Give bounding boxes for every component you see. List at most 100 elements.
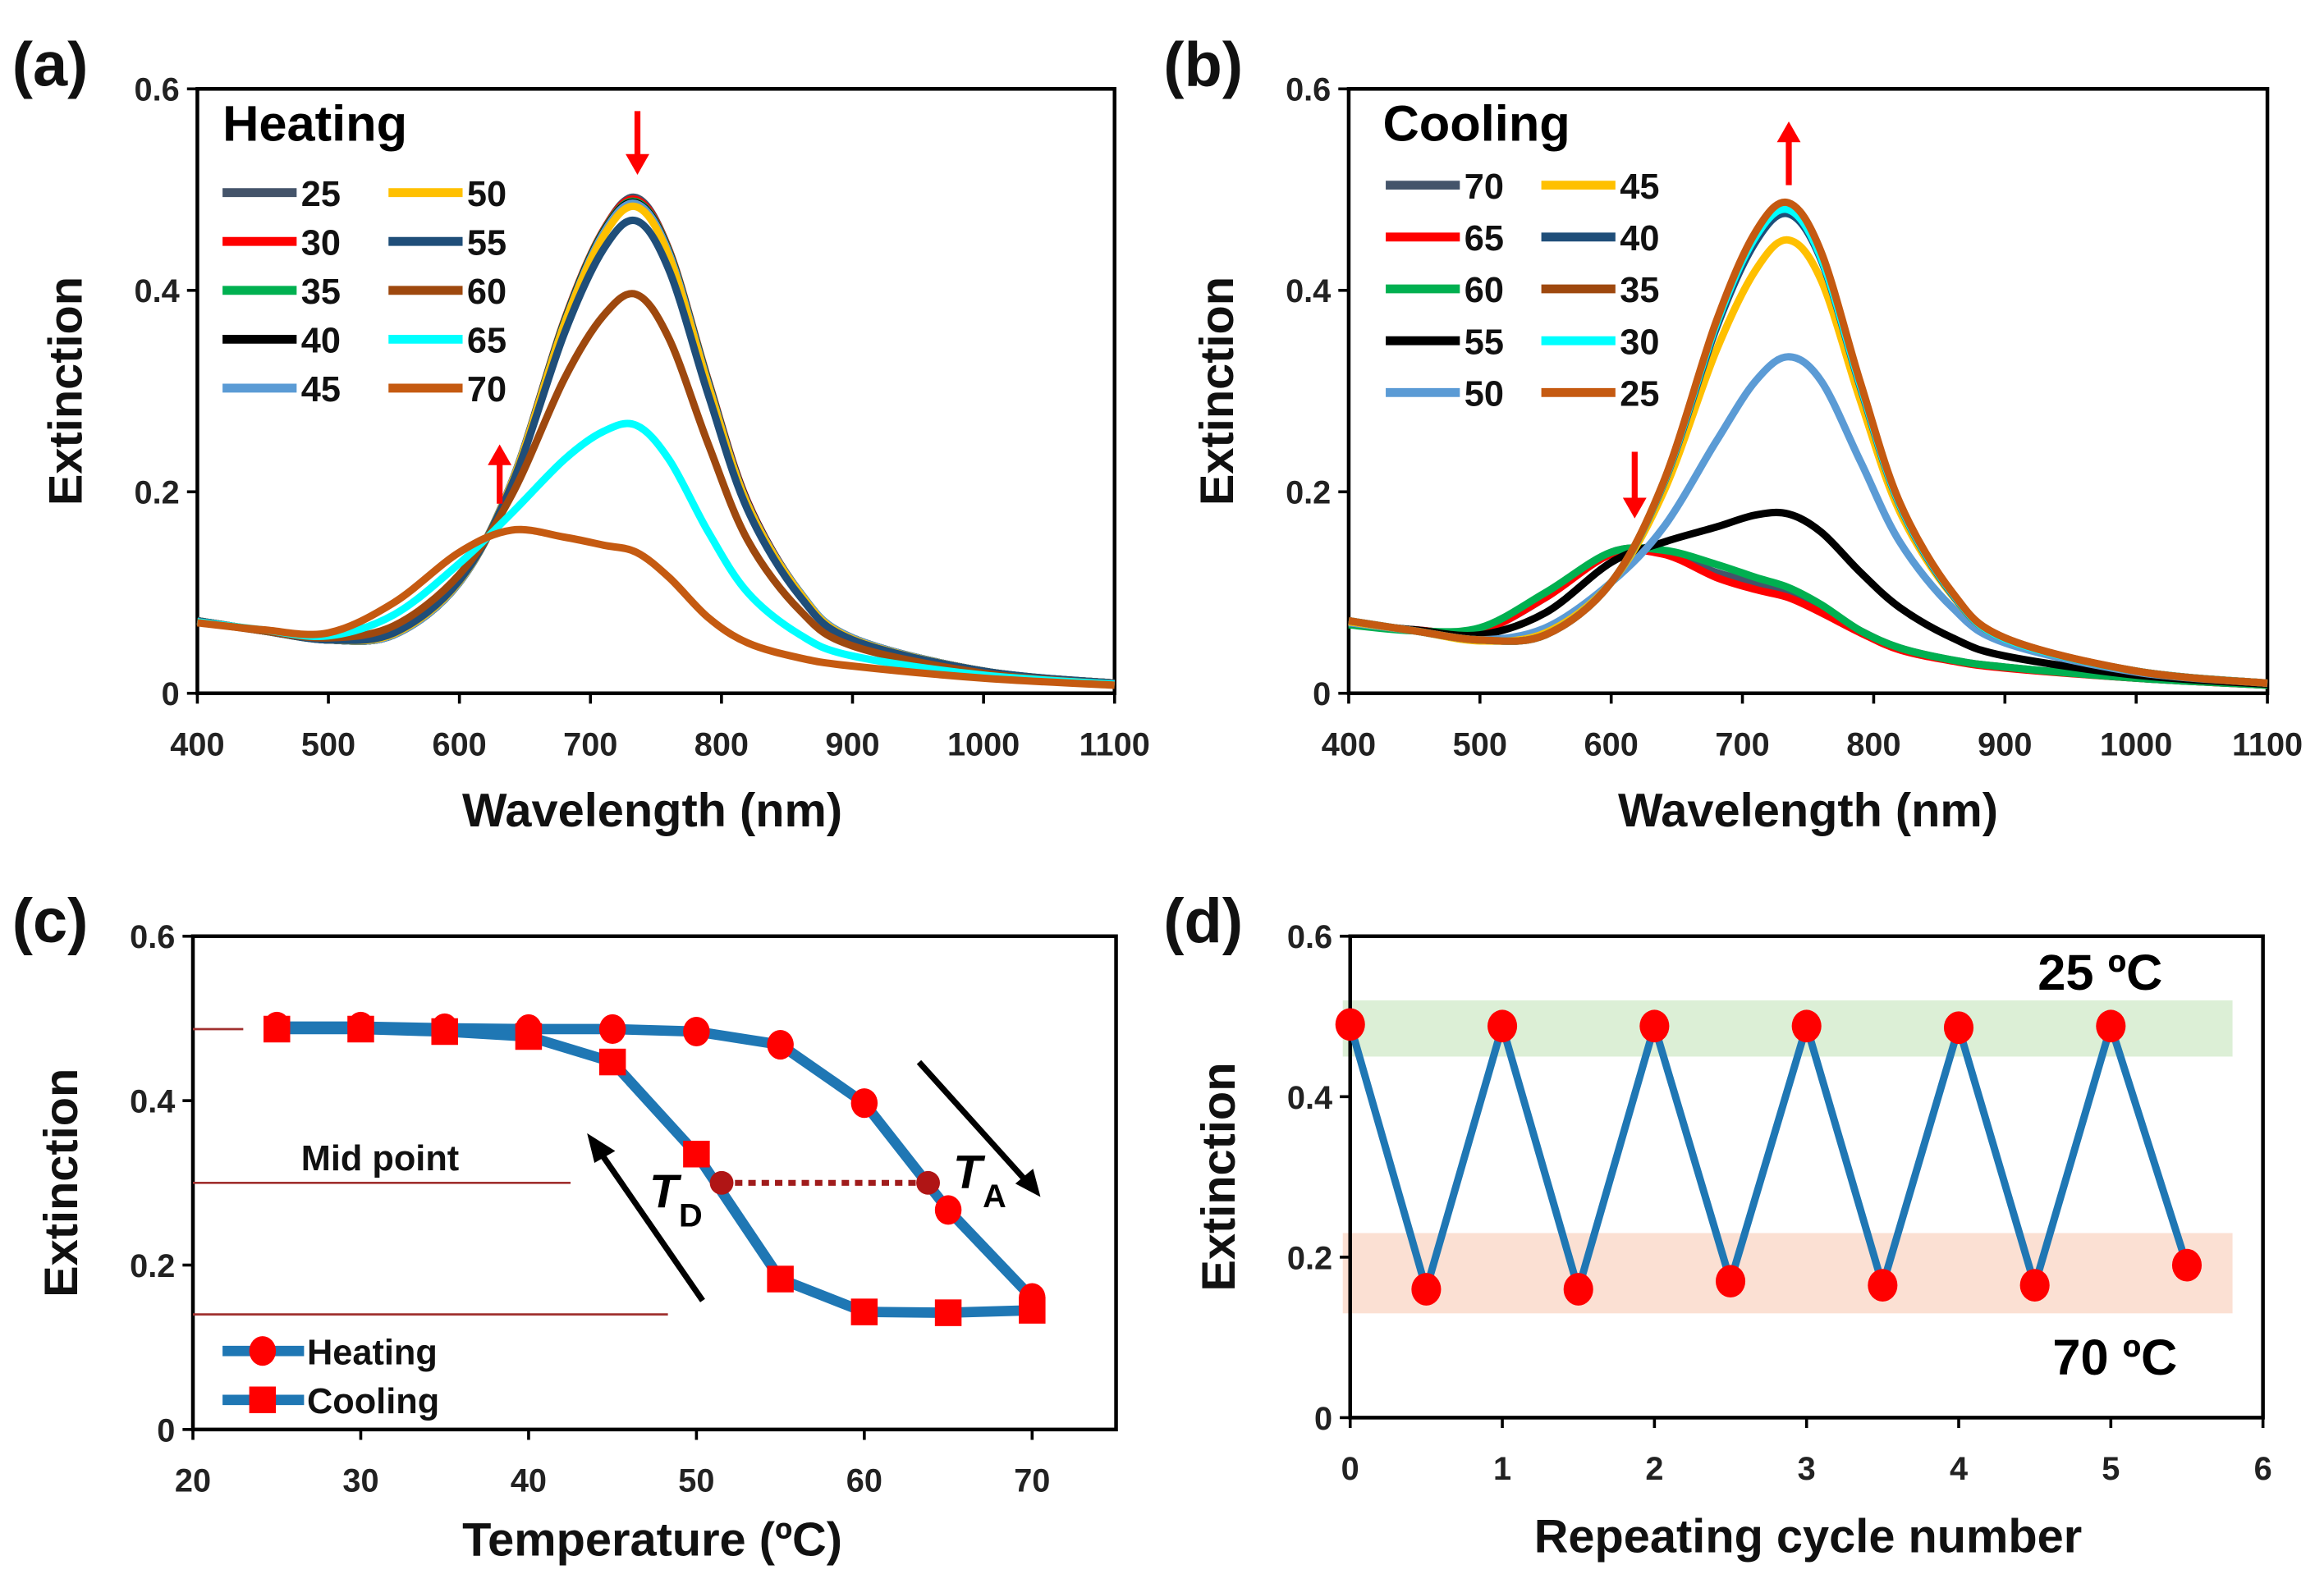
x-tick-label: 700 [563, 727, 617, 763]
y-axis-title: Extinction [35, 1069, 88, 1297]
x-tick-label: 30 [342, 1463, 378, 1499]
arrow-down-icon-head [1622, 497, 1647, 519]
x-tick-label: 900 [825, 727, 879, 763]
series-line-60 [196, 290, 1116, 689]
panel-a: 400 500 600 700 800 900 1000 1100 0 0.2 0.4 0.6 Wave… [12, 30, 1150, 838]
x-tick-label: 700 [1715, 727, 1769, 763]
legend-label-45: 45 [301, 370, 341, 410]
cooling-marker [263, 1015, 291, 1043]
legend-label-60: 60 [467, 272, 507, 312]
x-tick-label: 1100 [1079, 727, 1150, 763]
y-axis-title: Extinction [1193, 1063, 1245, 1292]
ta-point [916, 1170, 940, 1195]
y-tick-label: 0.4 [1287, 1080, 1332, 1116]
legend-label-30: 30 [1620, 323, 1659, 362]
x-tick-label: 400 [1322, 727, 1376, 763]
cooling-marker [1019, 1297, 1046, 1324]
cycle-marker [1943, 1011, 1974, 1045]
panel-label: (c) [12, 886, 89, 956]
band-1 [1342, 1233, 2233, 1314]
cycle-marker [1639, 1009, 1670, 1043]
ta-subscript: A [983, 1178, 1006, 1215]
cycle-marker [1335, 1008, 1365, 1041]
plot-frame [1346, 87, 2270, 696]
cooling-arrow-icon [598, 1151, 705, 1302]
y-tick-label: 0 [157, 1412, 175, 1448]
heating-marker [850, 1088, 878, 1119]
arrow-up-icon-head [1776, 121, 1801, 143]
legend-label-55: 55 [467, 223, 507, 263]
heating-marker [598, 1014, 626, 1045]
x-tick-label: 1000 [2100, 727, 2172, 763]
legend-label-65: 65 [1465, 219, 1504, 259]
legend-label-25: 25 [301, 175, 341, 214]
x-tick-label: 2 [1645, 1451, 1663, 1487]
y-tick-label: 0.6 [1287, 919, 1332, 955]
td-label: T [649, 1165, 682, 1218]
x-tick-label: 400 [170, 727, 224, 763]
y-axis-title: Extinction [1191, 277, 1244, 506]
series-line-60 [1348, 544, 2268, 689]
legend-label-40: 40 [1620, 219, 1659, 259]
cooling-marker [683, 1141, 710, 1168]
x-tick-label: 6 [2254, 1451, 2272, 1487]
cycle-marker [2171, 1248, 2203, 1282]
x-tick-label: 500 [301, 727, 355, 763]
x-tick-label: 50 [678, 1463, 714, 1499]
y-tick-label: 0.2 [1287, 1240, 1332, 1276]
ta-label: T [953, 1146, 986, 1199]
band-label-25C: 25 ºC [2038, 945, 2162, 1001]
td-subscript: D [679, 1198, 703, 1234]
series-line-70 [1348, 544, 2268, 689]
y-axis-title: Extinction [40, 277, 93, 506]
midpoint-label: Mid point [301, 1139, 459, 1178]
legend-label-50: 50 [1465, 375, 1504, 414]
cycle-marker [1868, 1269, 1898, 1302]
panel-b: 400 500 600 700 800 900 1000 1100 0 0.2 0.4 0.6 Wave… [1163, 30, 2303, 838]
legend-label-Heating: Heating [307, 1333, 438, 1372]
plot-frame [195, 87, 1116, 696]
x-tick-label: 4 [1950, 1451, 1968, 1487]
x-axis-title: Temperature (ºC) [462, 1513, 842, 1566]
y-tick-label: 0.4 [130, 1084, 175, 1120]
series-line-65 [1348, 546, 2268, 689]
cycle-marker [1791, 1009, 1822, 1043]
x-tick-label: 0 [1341, 1451, 1359, 1487]
series-line-70 [196, 525, 1115, 689]
y-tick-label: 0.2 [130, 1248, 175, 1284]
legend-label-65: 65 [467, 322, 507, 361]
legend-label-30: 30 [301, 223, 341, 263]
panel-d: 0 1 2 3 4 5 6 0 0.2 0.4 0.6 Repeating cycle number E… [1163, 886, 2271, 1563]
y-tick-label: 0.6 [130, 919, 175, 955]
x-tick-label: 800 [694, 727, 749, 763]
cooling-marker [767, 1265, 794, 1293]
cycle-marker [1563, 1273, 1593, 1306]
series-line-65 [196, 419, 1116, 689]
heating-arrow-head [1015, 1169, 1041, 1197]
legend-label-45: 45 [1620, 167, 1659, 207]
x-tick-label: 70 [1014, 1463, 1050, 1499]
y-tick-label: 0.2 [1286, 475, 1331, 511]
x-tick-label: 800 [1846, 727, 1900, 763]
y-tick-label: 0.6 [135, 72, 180, 108]
legend-title: Heating [222, 95, 407, 152]
y-tick-label: 0 [162, 676, 180, 712]
cooling-marker [347, 1015, 374, 1043]
legend-label-40: 40 [301, 322, 341, 361]
legend-label-35: 35 [301, 272, 341, 312]
legend-label-Cooling: Cooling [307, 1382, 439, 1421]
x-tick-label: 60 [846, 1463, 882, 1499]
y-tick-label: 0.2 [135, 475, 180, 511]
cooling-marker [598, 1048, 626, 1076]
cycle-marker [1487, 1009, 1518, 1043]
x-tick-label: 1000 [947, 727, 1020, 763]
heating-marker [767, 1029, 794, 1060]
cycle-marker [2019, 1269, 2050, 1302]
panel-c: 20 30 40 50 60 70 0 0.2 0.4 0.6 Temperature (ºC) Ex… [12, 886, 1118, 1566]
x-tick-label: 20 [175, 1463, 211, 1499]
panel-label: (d) [1163, 886, 1243, 956]
x-tick-label: 40 [511, 1463, 547, 1499]
cooling-arrow-head [587, 1133, 616, 1163]
legend-label-70: 70 [1465, 167, 1504, 207]
